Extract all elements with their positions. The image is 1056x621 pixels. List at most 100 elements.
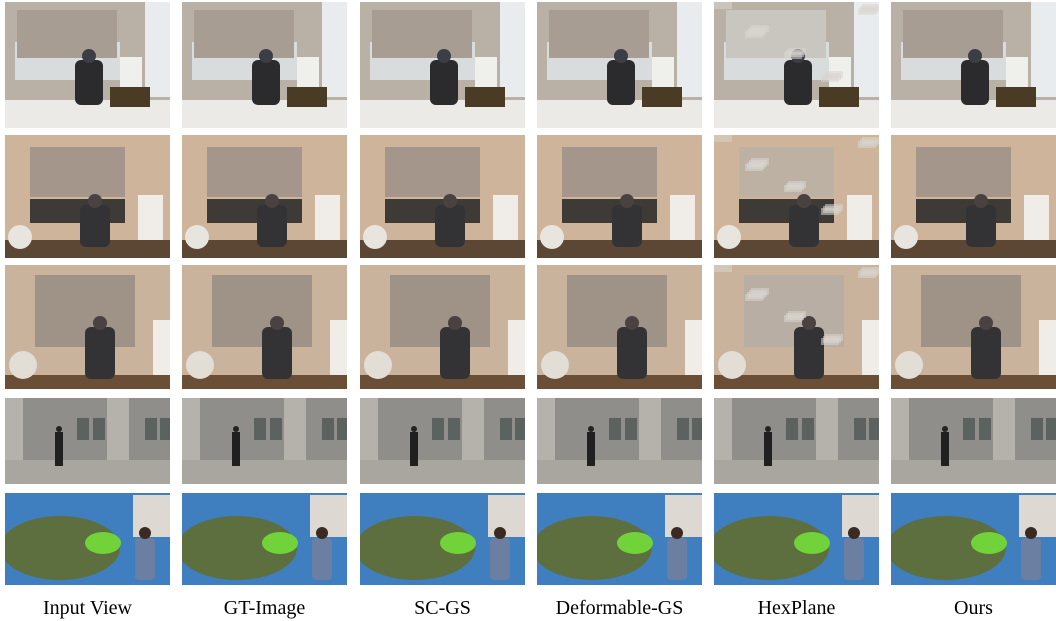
window (1046, 418, 1056, 440)
head (82, 49, 96, 63)
blind (726, 10, 826, 58)
head (614, 49, 628, 63)
window (448, 418, 460, 440)
window (916, 199, 1011, 223)
bottles (819, 87, 859, 107)
column (5, 398, 23, 460)
flowers (364, 351, 392, 379)
window (145, 418, 157, 440)
person (971, 327, 1001, 379)
head (588, 426, 594, 432)
head (974, 194, 988, 208)
window (93, 418, 105, 440)
head (848, 527, 860, 539)
person (85, 327, 115, 379)
window (160, 418, 170, 440)
bottles (642, 87, 682, 107)
head (979, 316, 993, 330)
person (75, 60, 103, 105)
head (411, 426, 417, 432)
person (430, 60, 458, 105)
steps (5, 460, 170, 484)
image-panel (891, 135, 1056, 258)
person (435, 205, 465, 247)
blind (903, 10, 1003, 58)
flowers (185, 225, 209, 249)
column-label: Ours (954, 597, 993, 619)
person (941, 432, 949, 466)
bottles (110, 87, 150, 107)
dinosaur (85, 532, 121, 554)
counter (5, 240, 170, 258)
person (135, 538, 155, 580)
image-panel (537, 493, 702, 585)
artifact (821, 208, 839, 215)
counter (537, 240, 702, 258)
flowers (8, 225, 32, 249)
window (963, 418, 975, 440)
counter (714, 375, 879, 389)
image-panel (714, 265, 879, 389)
head (448, 316, 462, 330)
shelf (1024, 195, 1049, 240)
blind (385, 147, 480, 197)
blind (549, 10, 649, 58)
image-panel (5, 265, 170, 389)
image-panel (182, 493, 347, 585)
image-panel (182, 265, 347, 389)
window (692, 418, 702, 440)
blind (562, 147, 657, 197)
person (1021, 538, 1041, 580)
window (979, 418, 991, 440)
person (607, 60, 635, 105)
counter (360, 240, 525, 258)
head (437, 49, 451, 63)
image-panel (5, 493, 170, 585)
person (794, 327, 824, 379)
head (265, 194, 279, 208)
person (966, 205, 996, 247)
window (1031, 418, 1043, 440)
blind (207, 147, 302, 197)
person (844, 538, 864, 580)
bottles (287, 87, 327, 107)
side-window (854, 2, 879, 97)
image-panel (182, 398, 347, 484)
image-panel (537, 398, 702, 484)
steps (182, 460, 347, 484)
column (639, 398, 661, 460)
counter (714, 240, 879, 258)
flowers (9, 351, 37, 379)
image-panel (891, 2, 1056, 128)
artifact (745, 164, 763, 171)
shelf (670, 195, 695, 240)
column-label: GT-Image (224, 597, 306, 619)
shelf (138, 195, 163, 240)
flowers (540, 225, 564, 249)
blind (194, 10, 294, 58)
head (316, 527, 328, 539)
window (432, 418, 444, 440)
image-panel (5, 2, 170, 128)
counter (5, 375, 170, 389)
head (494, 527, 506, 539)
window (854, 418, 866, 440)
column-label: Deformable-GS (556, 597, 684, 619)
head (259, 49, 273, 63)
dinosaur (617, 532, 653, 554)
window (625, 418, 637, 440)
column (816, 398, 838, 460)
person (961, 60, 989, 105)
image-panel (891, 493, 1056, 585)
shelf (508, 320, 525, 375)
artifact (784, 52, 802, 59)
window (385, 199, 480, 223)
counter (537, 375, 702, 389)
image-panel (360, 493, 525, 585)
head (765, 426, 771, 432)
image-panel (537, 2, 702, 128)
person (80, 205, 110, 247)
column (537, 398, 555, 460)
bottles (465, 87, 505, 107)
